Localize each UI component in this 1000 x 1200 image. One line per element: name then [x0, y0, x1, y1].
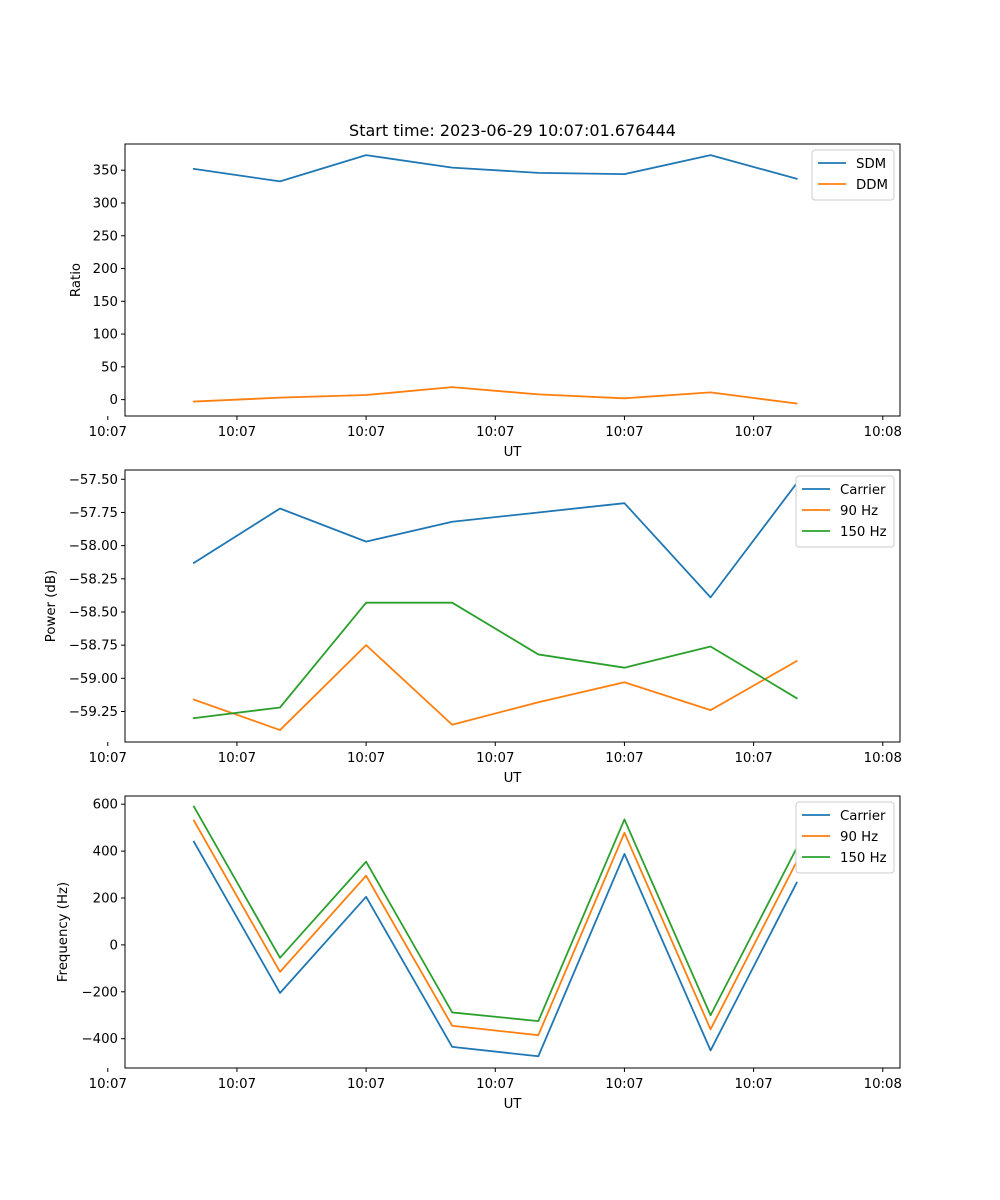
y-tick-label: −59.25	[69, 705, 118, 720]
y-tick-label: 150	[93, 295, 118, 310]
y-axis-label: Frequency (Hz)	[56, 882, 71, 982]
ratio-plot: 0 50 100 150 200 250 300 350 10:07 10:07 10:07 10:0…	[69, 143, 902, 460]
x-tick-label: 10:07	[89, 1077, 127, 1092]
x-tick-label: 10:07	[476, 1077, 514, 1092]
x-tick-label: 10:07	[347, 751, 385, 766]
x-axis-label: UT	[504, 445, 523, 460]
legend-label: 90 Hz	[840, 504, 878, 519]
y-tick-label: 400	[93, 845, 118, 860]
y-tick-label: 200	[93, 892, 118, 907]
legend-label: 150 Hz	[840, 525, 887, 540]
x-tick-label: 10:07	[605, 751, 643, 766]
y-tick-label: −58.25	[69, 572, 118, 587]
y-tick-label: 350	[93, 164, 118, 179]
series-line-sdm	[192, 154, 798, 183]
axes-frame	[124, 795, 901, 1069]
series-line-90-hz	[192, 644, 798, 731]
axes-frame	[124, 469, 901, 743]
x-tick-label: 10:07	[734, 1077, 772, 1092]
x-tick-label: 10:08	[864, 425, 902, 440]
y-tick-label: −57.50	[69, 473, 118, 488]
series-line-carrier	[192, 840, 798, 1058]
y-tick-label: −58.00	[69, 539, 118, 554]
legend-label: 90 Hz	[840, 830, 878, 845]
y-tick-label: 100	[93, 328, 118, 343]
x-tick-label: 10:07	[605, 1077, 643, 1092]
y-tick-label: 600	[93, 798, 118, 813]
series-line-ddm	[192, 386, 798, 405]
series-line-150-hz	[192, 805, 798, 1022]
y-tick-label: 200	[93, 262, 118, 277]
x-tick-label: 10:07	[347, 1077, 385, 1092]
series-line-carrier	[192, 482, 798, 599]
y-axis-label: Power (dB)	[44, 570, 59, 642]
x-tick-label: 10:07	[476, 751, 514, 766]
y-tick-label: −400	[81, 1032, 118, 1047]
x-tick-label: 10:07	[89, 751, 127, 766]
x-axis-label: UT	[504, 771, 523, 786]
x-tick-label: 10:07	[218, 751, 256, 766]
y-tick-label: −58.75	[69, 639, 118, 654]
y-tick-label: 300	[93, 196, 118, 211]
y-tick-label: −57.75	[69, 506, 118, 521]
legend-frame	[795, 801, 895, 874]
legend: SDM DDM	[811, 149, 895, 201]
x-tick-label: 10:08	[864, 1077, 902, 1092]
x-tick-label: 10:07	[605, 425, 643, 440]
frequency-plot: −400 −200 0 200 400 600 10:07 10:07 10:07 10:07 10…	[56, 795, 902, 1112]
x-axis-label: UT	[504, 1097, 523, 1112]
legend-label: 150 Hz	[840, 851, 887, 866]
y-axis-label: Ratio	[69, 263, 84, 297]
legend-label: DDM	[856, 178, 888, 193]
legend-label: Carrier	[840, 809, 886, 824]
legend-frame	[795, 475, 895, 548]
y-tick-label: −59.00	[69, 672, 118, 687]
x-tick-label: 10:07	[347, 425, 385, 440]
x-tick-label: 10:07	[218, 1077, 256, 1092]
legend-label: Carrier	[840, 483, 886, 498]
x-tick-label: 10:07	[734, 425, 772, 440]
x-tick-label: 10:08	[864, 751, 902, 766]
legend: Carrier 90 Hz 150 Hz	[795, 475, 895, 548]
series-line-90-hz	[192, 819, 798, 1037]
axes-frame	[124, 143, 901, 417]
series-line-150-hz	[192, 601, 798, 720]
y-tick-label: 0	[110, 393, 118, 408]
y-tick-label: −58.50	[69, 605, 118, 620]
y-tick-label: −200	[81, 985, 118, 1000]
plots-group: 0 50 100 150 200 250 300 350 10:07 10:07 10:07 10:0…	[44, 143, 902, 1112]
y-tick-label: 250	[93, 229, 118, 244]
x-tick-label: 10:07	[476, 425, 514, 440]
x-tick-label: 10:07	[218, 425, 256, 440]
power-plot: −59.25 −59.00 −58.75 −58.50 −58.25 −58.00 −57.…	[44, 469, 902, 786]
y-tick-label: 50	[101, 360, 118, 375]
x-tick-label: 10:07	[89, 425, 127, 440]
legend: Carrier 90 Hz 150 Hz	[795, 801, 895, 874]
x-tick-label: 10:07	[734, 751, 772, 766]
legend-label: SDM	[856, 157, 886, 172]
figure-title: Start time: 2023-06-29 10:07:01.676444	[349, 121, 676, 140]
y-tick-label: 0	[110, 938, 118, 953]
